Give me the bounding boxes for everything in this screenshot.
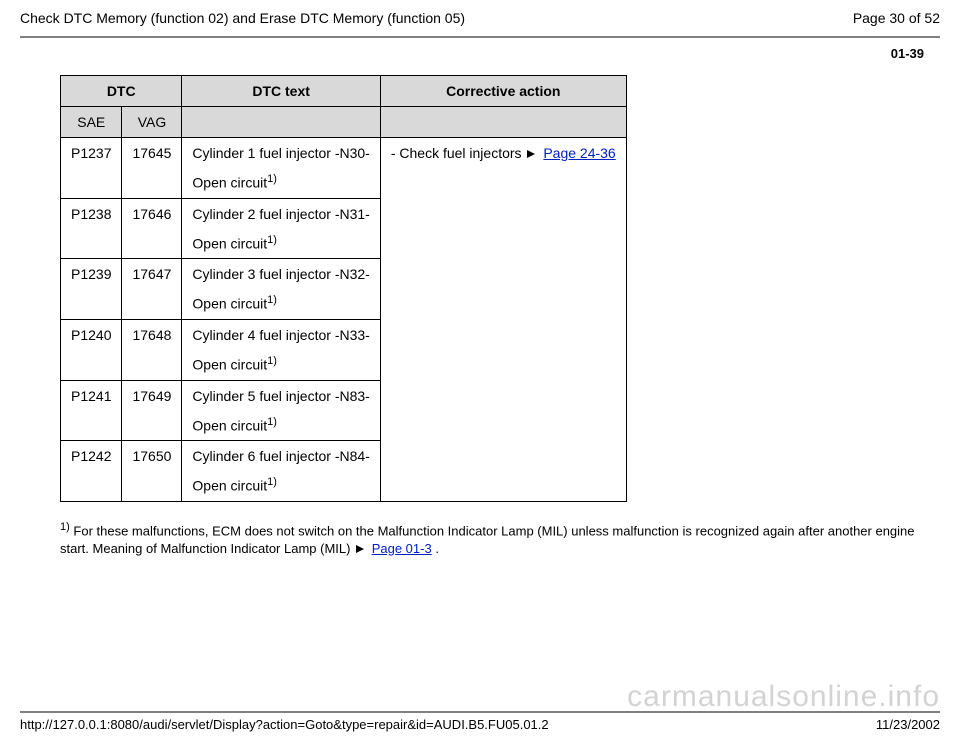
cell-vag: 17647	[122, 259, 182, 320]
col-dtc-text: DTC text	[182, 76, 380, 107]
table-header-row: DTC DTC text Corrective action	[61, 76, 627, 107]
dtc-text-sub: Open circuit1)	[192, 234, 369, 252]
dtc-text-sub: Open circuit1)	[192, 173, 369, 191]
cell-dtc-text: Cylinder 2 fuel injector -N31- Open circ…	[182, 198, 380, 259]
table-subheader-row: SAE VAG	[61, 107, 627, 138]
col-vag: VAG	[122, 107, 182, 138]
cell-dtc-text: Cylinder 1 fuel injector -N30- Open circ…	[182, 138, 380, 199]
watermark: carmanualsonline.info	[627, 680, 940, 714]
col-dtc: DTC	[61, 76, 182, 107]
table-row: P1237 17645 Cylinder 1 fuel injector -N3…	[61, 138, 627, 199]
dtc-text-main: Cylinder 4 fuel injector -N33-	[192, 327, 369, 343]
arrow-icon	[527, 150, 535, 158]
cell-vag: 17649	[122, 380, 182, 441]
dtc-text-main: Cylinder 2 fuel injector -N31-	[192, 206, 369, 222]
cell-sae: P1241	[61, 380, 122, 441]
dtc-text-main: Cylinder 5 fuel injector -N83-	[192, 388, 369, 404]
footnote-text-b: .	[432, 541, 439, 556]
footnote-text-a: For these malfunctions, ECM does not swi…	[60, 523, 915, 556]
arrow-icon	[356, 545, 364, 553]
section-number: 01-39	[20, 46, 924, 61]
cell-sae: P1242	[61, 441, 122, 502]
cell-vag: 17646	[122, 198, 182, 259]
footer: http://127.0.0.1:8080/audi/servlet/Displ…	[20, 711, 940, 732]
footnote: 1) For these malfunctions, ECM does not …	[60, 520, 920, 557]
header-row: Check DTC Memory (function 02) and Erase…	[20, 10, 940, 26]
dtc-text-main: Cylinder 3 fuel injector -N32-	[192, 266, 369, 282]
cell-dtc-text: Cylinder 6 fuel injector -N84- Open circ…	[182, 441, 380, 502]
col-empty	[380, 107, 626, 138]
page-title: Check DTC Memory (function 02) and Erase…	[20, 10, 465, 26]
dtc-text-sub: Open circuit1)	[192, 476, 369, 494]
dtc-text-main: Cylinder 1 fuel injector -N30-	[192, 145, 369, 161]
dtc-table: DTC DTC text Corrective action SAE VAG P…	[60, 75, 627, 502]
cell-vag: 17648	[122, 319, 182, 380]
dtc-text-sub: Open circuit1)	[192, 416, 369, 434]
divider-top	[20, 36, 940, 38]
cell-dtc-text: Cylinder 3 fuel injector -N32- Open circ…	[182, 259, 380, 320]
cell-sae: P1240	[61, 319, 122, 380]
footer-row: http://127.0.0.1:8080/audi/servlet/Displ…	[20, 717, 940, 732]
dtc-text-sub: Open circuit1)	[192, 294, 369, 312]
cell-sae: P1239	[61, 259, 122, 320]
cell-vag: 17645	[122, 138, 182, 199]
col-corrective: Corrective action	[380, 76, 626, 107]
divider-bottom	[20, 711, 940, 713]
footer-url: http://127.0.0.1:8080/audi/servlet/Displ…	[20, 717, 549, 732]
dtc-text-sub: Open circuit1)	[192, 355, 369, 373]
footnote-sup: 1)	[60, 521, 70, 533]
cell-vag: 17650	[122, 441, 182, 502]
col-sae: SAE	[61, 107, 122, 138]
page-indicator: Page 30 of 52	[853, 10, 940, 26]
cell-dtc-text: Cylinder 4 fuel injector -N33- Open circ…	[182, 319, 380, 380]
action-text: - Check fuel injectors	[391, 145, 526, 161]
footer-date: 11/23/2002	[876, 717, 940, 732]
cell-sae: P1238	[61, 198, 122, 259]
page: Check DTC Memory (function 02) and Erase…	[0, 0, 960, 742]
cell-sae: P1237	[61, 138, 122, 199]
cell-corrective-action: - Check fuel injectors Page 24-36	[380, 138, 626, 502]
page-link[interactable]: Page 01-3	[372, 541, 432, 556]
page-link[interactable]: Page 24-36	[543, 145, 615, 161]
dtc-text-main: Cylinder 6 fuel injector -N84-	[192, 448, 369, 464]
cell-dtc-text: Cylinder 5 fuel injector -N83- Open circ…	[182, 380, 380, 441]
col-empty	[182, 107, 380, 138]
